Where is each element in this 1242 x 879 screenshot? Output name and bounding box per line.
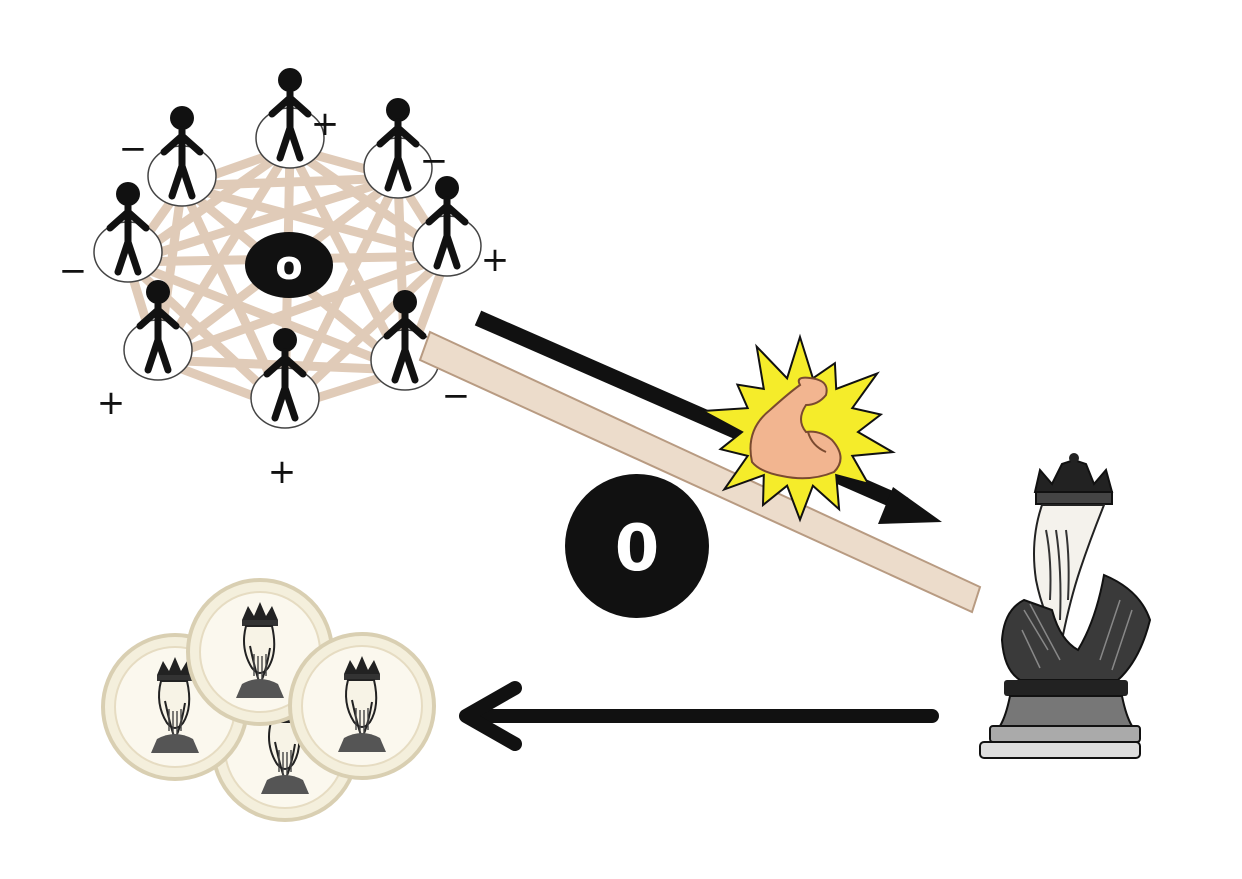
- person-sign: +: [311, 104, 340, 144]
- strength-burst: [699, 333, 896, 523]
- person-sign: −: [119, 129, 148, 169]
- network-center-label: o: [275, 243, 302, 289]
- flexed-bicep-icon: [749, 376, 842, 480]
- person-sign: +: [481, 240, 510, 280]
- person-sign: −: [420, 141, 449, 181]
- king-coin-icon: [288, 632, 436, 780]
- king-chess-piece-icon: [979, 453, 1152, 759]
- rope-link: [177, 173, 403, 191]
- person-sign: −: [442, 376, 471, 416]
- fulcrum-badge: 0: [565, 474, 709, 618]
- people-group: + − + + − + − −: [59, 68, 510, 492]
- person-sign: +: [97, 383, 126, 423]
- rope-link: [280, 173, 403, 413]
- pedestal-circles: [93, 107, 482, 429]
- network-center-badge: o: [245, 232, 333, 298]
- king-coin-pile: [101, 578, 436, 822]
- person-sign: −: [59, 251, 88, 291]
- person-sign: +: [268, 452, 297, 492]
- payment-arrow: [459, 681, 939, 751]
- fulcrum-label: 0: [615, 512, 660, 586]
- rope-link: [123, 173, 403, 267]
- rope-link: [123, 257, 410, 375]
